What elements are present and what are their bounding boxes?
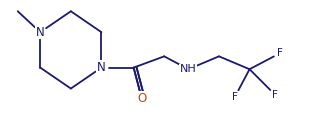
Text: F: F: [272, 90, 278, 100]
Text: NH: NH: [180, 64, 197, 74]
Text: N: N: [36, 26, 45, 39]
Text: N: N: [97, 61, 106, 74]
Text: F: F: [232, 92, 238, 102]
Text: F: F: [277, 48, 283, 58]
Text: O: O: [137, 92, 146, 105]
